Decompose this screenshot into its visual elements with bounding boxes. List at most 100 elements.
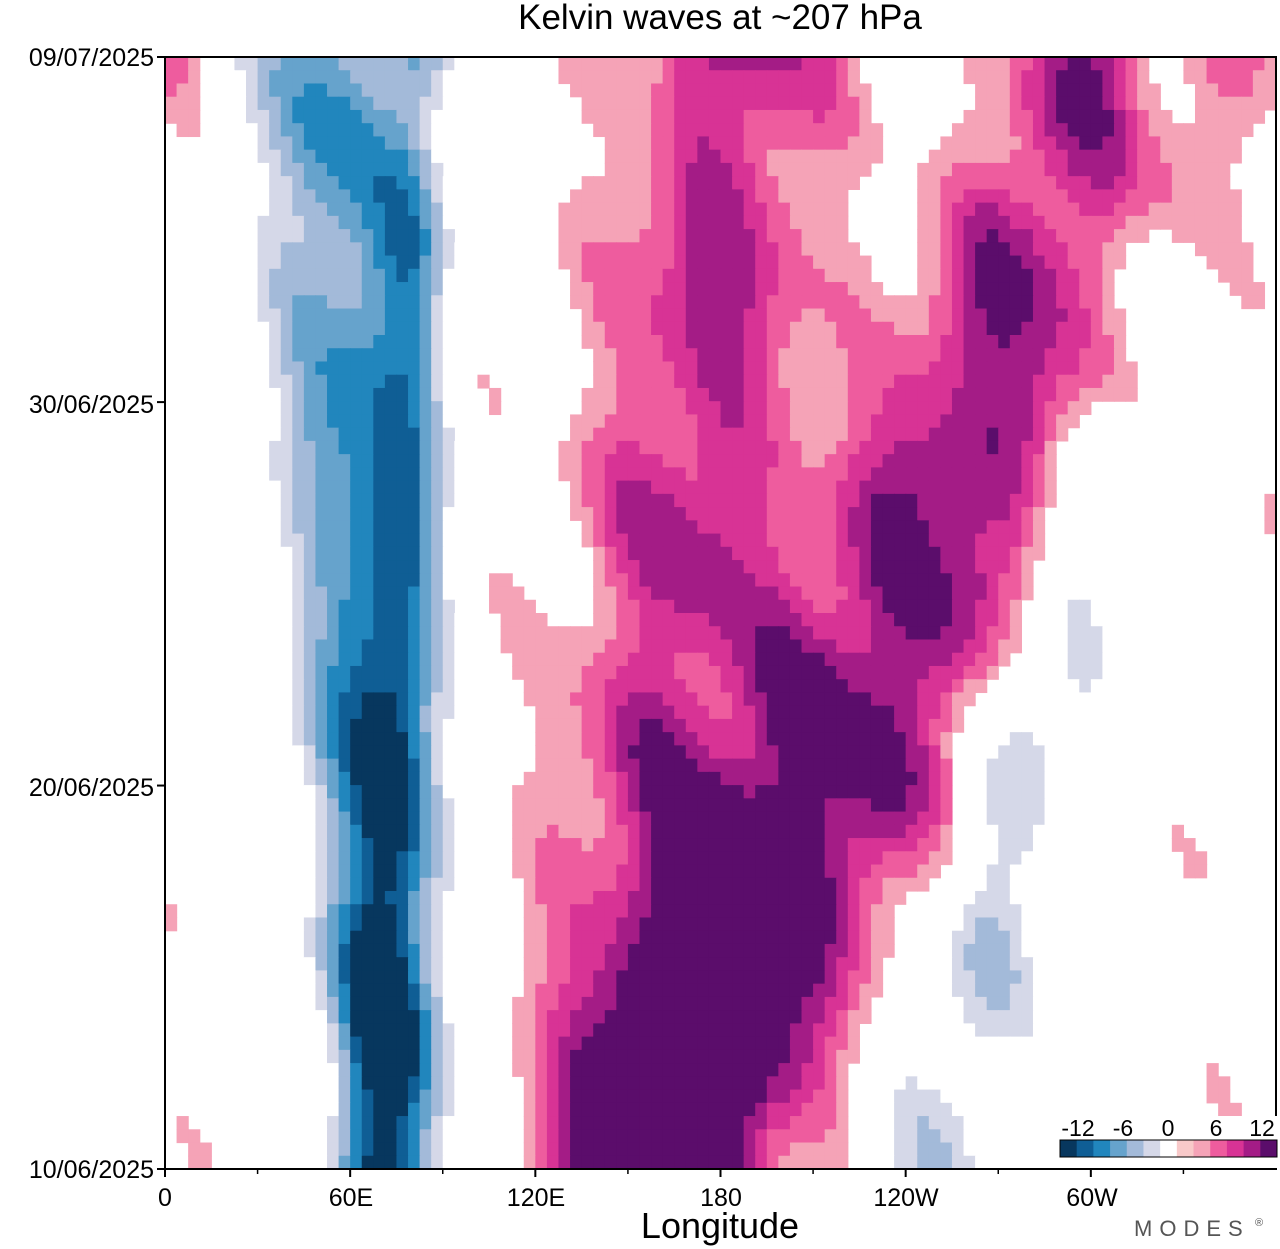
heatmap-cell xyxy=(951,149,965,164)
heatmap-cell xyxy=(778,917,791,932)
heatmap-cell xyxy=(836,387,849,402)
heatmap-cell xyxy=(732,996,745,1011)
heatmap-cell xyxy=(246,189,259,204)
heatmap-cell xyxy=(546,904,560,919)
heatmap-cell xyxy=(593,957,606,972)
heatmap-cell xyxy=(327,321,340,336)
heatmap-cell xyxy=(928,348,941,363)
heatmap-cell xyxy=(604,282,617,296)
heatmap-cell xyxy=(384,1049,398,1064)
heatmap-cell xyxy=(419,308,432,323)
heatmap-cell xyxy=(303,930,317,945)
heatmap-cell xyxy=(1021,758,1034,773)
heatmap-cell xyxy=(327,70,340,85)
heatmap-cell xyxy=(836,480,849,495)
heatmap-cell xyxy=(408,109,421,124)
heatmap-cell xyxy=(419,891,432,905)
heatmap-cell xyxy=(616,361,629,376)
heatmap-cell xyxy=(361,242,374,257)
heatmap-cell xyxy=(350,361,363,376)
heatmap-cell xyxy=(419,930,432,945)
heatmap-cell xyxy=(813,679,826,694)
heatmap-cell xyxy=(766,732,779,746)
heatmap-cell xyxy=(350,414,363,429)
heatmap-cell xyxy=(581,467,594,482)
heatmap-cell xyxy=(1021,943,1034,958)
heatmap-cell xyxy=(662,321,675,336)
heatmap-cell xyxy=(824,811,837,826)
heatmap-cell xyxy=(940,546,953,561)
heatmap-cell xyxy=(581,387,594,402)
heatmap-cell xyxy=(697,586,710,601)
heatmap-cell xyxy=(1032,348,1046,363)
heatmap-cell xyxy=(870,467,884,482)
heatmap-cell xyxy=(940,480,953,495)
heatmap-cell xyxy=(581,282,594,296)
heatmap-cell xyxy=(419,361,432,376)
heatmap-cell xyxy=(616,665,629,680)
heatmap-cell xyxy=(500,639,513,654)
heatmap-cell xyxy=(639,202,652,217)
heatmap-cell xyxy=(1090,626,1104,641)
heatmap-cell xyxy=(1206,202,1219,217)
heatmap-cell xyxy=(882,440,895,455)
heatmap-cell xyxy=(408,83,421,98)
heatmap-cell xyxy=(327,401,340,416)
heatmap-cell xyxy=(1241,109,1254,124)
heatmap-cell xyxy=(1113,877,1127,892)
heatmap-cell xyxy=(350,83,363,98)
heatmap-cell xyxy=(384,904,398,919)
heatmap-cell xyxy=(766,1036,779,1051)
heatmap-cell xyxy=(789,824,803,839)
heatmap-cell xyxy=(743,401,756,416)
heatmap-cell xyxy=(870,758,884,773)
heatmap-cell xyxy=(778,96,791,111)
heatmap-cell xyxy=(1032,520,1046,535)
heatmap-cell xyxy=(408,295,421,310)
heatmap-cell xyxy=(720,242,733,257)
heatmap-cell xyxy=(697,268,710,283)
heatmap-cell xyxy=(350,771,363,786)
heatmap-cell xyxy=(384,242,398,257)
heatmap-cell xyxy=(165,83,178,98)
heatmap-cell xyxy=(882,507,895,521)
heatmap-cell xyxy=(361,255,374,270)
heatmap-cell xyxy=(847,996,860,1011)
heatmap-cell xyxy=(1102,480,1115,495)
heatmap-cell xyxy=(1009,136,1022,151)
heatmap-cell xyxy=(674,983,687,998)
heatmap-cell xyxy=(963,295,976,310)
heatmap-cell xyxy=(894,652,907,667)
heatmap-cell xyxy=(639,242,652,257)
heatmap-cell xyxy=(535,1063,548,1077)
heatmap-cell xyxy=(1009,96,1022,111)
heatmap-cell xyxy=(1102,560,1115,574)
heatmap-cell xyxy=(789,1036,803,1051)
heatmap-cell xyxy=(639,705,652,720)
heatmap-cell xyxy=(917,507,930,521)
heatmap-cell xyxy=(616,811,629,826)
heatmap-cell xyxy=(951,308,965,323)
heatmap-cell xyxy=(1137,229,1150,243)
heatmap-cell xyxy=(894,692,907,707)
heatmap-cell xyxy=(824,546,837,561)
heatmap-cell xyxy=(1090,282,1104,296)
heatmap-cell xyxy=(1090,586,1104,601)
heatmap-cell xyxy=(384,454,398,468)
heatmap-cell xyxy=(570,268,583,283)
heatmap-cell xyxy=(697,599,710,614)
heatmap-cell xyxy=(674,480,687,495)
heatmap-cell xyxy=(697,440,710,455)
heatmap-cell xyxy=(651,493,664,508)
heatmap-cell xyxy=(431,83,444,98)
heatmap-cell xyxy=(720,1049,733,1064)
heatmap-cell xyxy=(384,573,398,588)
heatmap-cell xyxy=(859,454,872,468)
heatmap-cell xyxy=(627,692,641,707)
heatmap-cell xyxy=(662,824,675,839)
heatmap-cell xyxy=(558,996,571,1011)
heatmap-cell xyxy=(778,176,791,190)
heatmap-cell xyxy=(396,242,409,257)
chart-title: Kelvin waves at ~207 hPa xyxy=(518,0,922,37)
heatmap-cell xyxy=(639,189,652,204)
